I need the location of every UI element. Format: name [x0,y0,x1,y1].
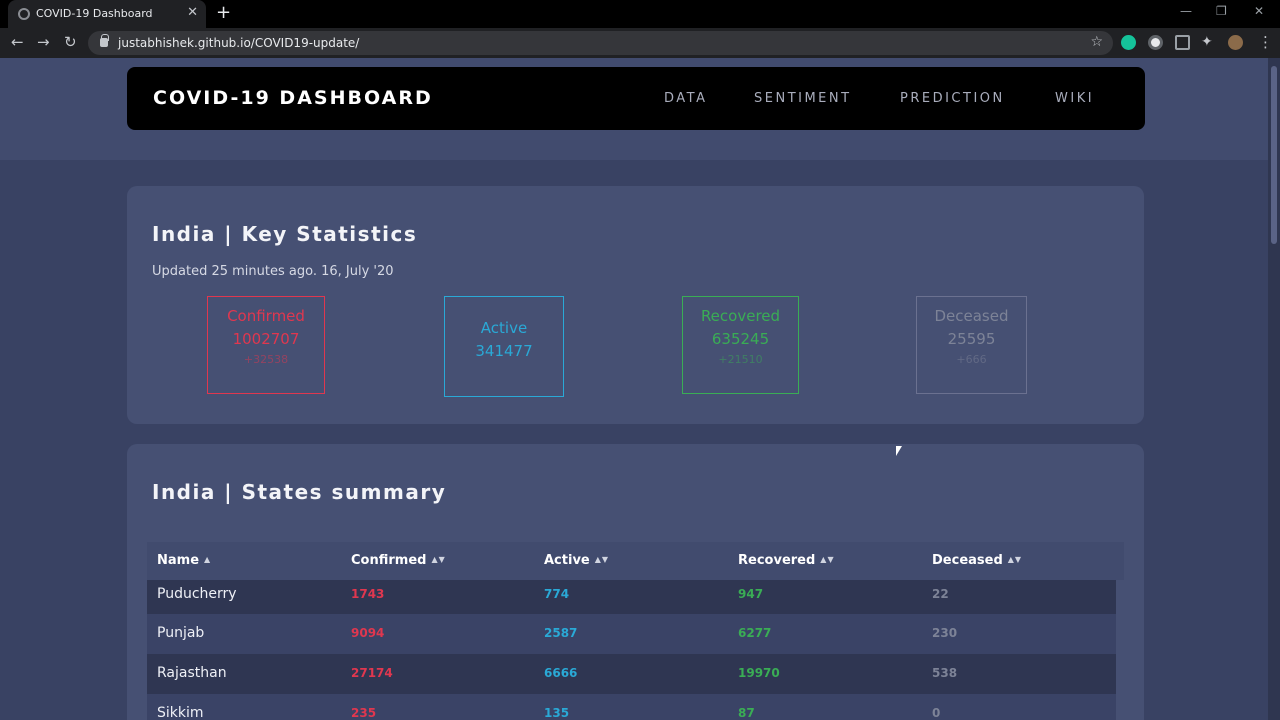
nav-sentiment[interactable]: SENTIMENT [754,91,852,106]
close-tab-icon[interactable]: ✕ [187,5,198,20]
deceased-delta: +666 [956,353,987,366]
menu-kebab-icon[interactable]: ⋮ [1258,33,1273,51]
state-name: Sikkim [157,705,204,720]
close-window-icon[interactable]: ✕ [1254,4,1265,18]
profile-avatar[interactable] [1228,35,1243,50]
confirmed-cell: 235 [351,706,377,720]
tab-title: COVID-19 Dashboard [36,7,153,20]
recovered-cell: 947 [738,587,764,601]
recovered-cell: 6277 [738,626,772,640]
recovered-label: Recovered [700,307,781,325]
recovered-stat: Recovered 635245 +21510 [682,296,799,394]
forward-icon[interactable]: → [37,33,50,51]
browser-tab[interactable]: COVID-19 Dashboard ✕ [8,0,206,28]
grammarly-extension-icon[interactable] [1121,35,1136,50]
reload-icon[interactable]: ↻ [64,33,77,51]
col-deceased-header[interactable]: Deceased ▲▼ [932,553,1023,568]
minimize-icon[interactable]: — [1180,4,1192,18]
confirmed-stat: Confirmed 1002707 +32538 [207,296,325,394]
puzzle-extensions-icon[interactable]: ✦ [1201,34,1213,50]
extension-icon[interactable] [1175,35,1190,50]
confirmed-label: Confirmed [227,307,305,325]
nav-wiki[interactable]: WIKI [1055,91,1095,106]
mouse-cursor-icon [896,446,902,456]
nav-data[interactable]: DATA [664,91,708,106]
scrollbar-thumb[interactable] [1271,66,1277,244]
state-name: Puducherry [157,586,237,602]
recovered-delta: +21510 [718,353,763,366]
table-row[interactable]: Punjab 9094 2587 6277 230 [147,614,1116,654]
recovered-value: 635245 [711,330,770,348]
updated-timestamp: Updated 25 minutes ago. 16, July '20 [152,264,394,279]
recovered-cell: 87 [738,706,755,720]
table-row[interactable]: Sikkim 235 135 87 0 [147,694,1116,720]
active-cell: 6666 [544,666,578,680]
table-header: Name ▲ Confirmed ▲▼ Active ▲▼ Recovered ▲▼ D… [147,542,1124,580]
new-tab-icon[interactable]: + [216,2,232,23]
col-name-header[interactable]: Name ▲ [157,553,212,568]
active-label: Active [480,319,528,337]
nav-prediction[interactable]: PREDICTION [900,91,1005,106]
address-bar[interactable]: justabhishek.github.io/COVID19-update/ ☆ [88,31,1113,55]
deceased-label: Deceased [934,307,1009,325]
sort-icon[interactable]: ▲▼ [431,555,446,564]
state-name: Rajasthan [157,665,227,681]
state-name: Punjab [157,625,205,641]
col-confirmed-header[interactable]: Confirmed ▲▼ [351,553,446,568]
bookmark-star-icon[interactable]: ☆ [1090,34,1103,50]
active-cell: 774 [544,587,570,601]
page-content: COVID-19 DASHBOARD DATA SENTIMENT PREDIC… [0,58,1268,720]
confirmed-value: 1002707 [232,330,300,348]
states-summary-card: India | States summary Name ▲ Confirmed ▲▼… [127,444,1144,720]
col-active-header[interactable]: Active ▲▼ [544,553,610,568]
sort-icon[interactable]: ▲▼ [1007,555,1023,564]
sort-asc-icon[interactable]: ▲ [204,555,212,564]
url-text: justabhishek.github.io/COVID19-update/ [118,36,360,50]
site-navbar: COVID-19 DASHBOARD DATA SENTIMENT PREDIC… [127,67,1145,130]
states-summary-title: India | States summary [152,480,447,504]
table-row[interactable]: Rajasthan 27174 6666 19970 538 [147,654,1116,694]
page-scrollbar[interactable] [1268,58,1280,720]
confirmed-cell: 9094 [351,626,385,640]
site-brand[interactable]: COVID-19 DASHBOARD [153,87,433,109]
deceased-cell: 22 [932,587,949,601]
deceased-stat: Deceased 25595 +666 [916,296,1027,394]
confirmed-cell: 1743 [351,587,385,601]
confirmed-cell: 27174 [351,666,393,680]
key-statistics-title: India | Key Statistics [152,222,418,246]
active-cell: 2587 [544,626,578,640]
sort-icon[interactable]: ▲▼ [594,555,610,564]
back-icon[interactable]: ← [11,33,24,51]
active-value: 341477 [475,342,533,360]
deceased-cell: 230 [932,626,958,640]
key-statistics-card: India | Key Statistics Updated 25 minute… [127,186,1144,424]
globe-icon [18,8,30,20]
table-row[interactable]: Puducherry 1743 774 947 22 [147,580,1116,614]
sort-icon[interactable]: ▲▼ [820,555,835,564]
deceased-cell: 538 [932,666,958,680]
col-recovered-header[interactable]: Recovered ▲▼ [738,553,835,568]
active-cell: 135 [544,706,570,720]
browser-tab-bar: COVID-19 Dashboard ✕ + — ❐ ✕ [0,0,1280,28]
browser-toolbar: ← → ↻ justabhishek.github.io/COVID19-upd… [0,28,1280,58]
recovered-cell: 19970 [738,666,780,680]
deceased-value: 25595 [947,330,996,348]
maximize-icon[interactable]: ❐ [1216,4,1227,18]
confirmed-delta: +32538 [243,353,289,366]
extension-icon[interactable] [1148,35,1163,50]
active-stat: Active 341477 [444,296,564,397]
lock-icon [100,34,109,47]
deceased-cell: 0 [932,706,941,720]
